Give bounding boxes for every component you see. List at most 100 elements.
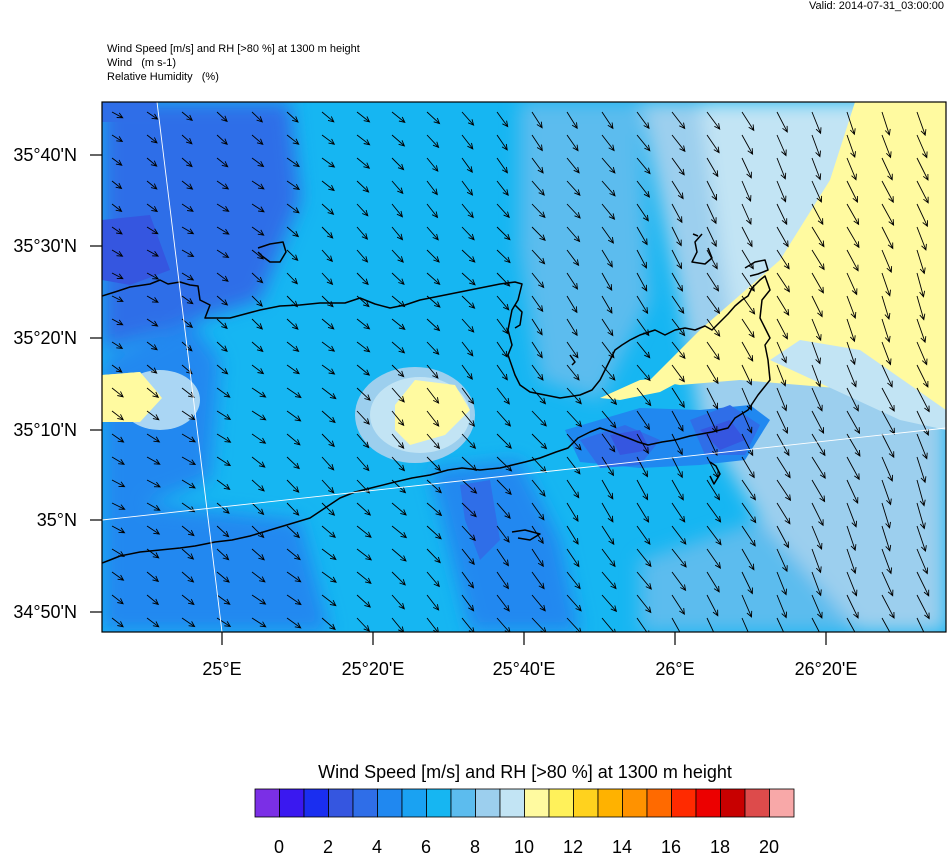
wind-arrow [671,594,685,615]
wind-arrow [566,502,579,522]
wind-arrow [111,433,125,443]
wind-arrow [251,617,267,628]
wind-arrow [496,387,510,405]
wind-arrow [741,134,754,156]
lat-label: 35°30'N [13,236,77,256]
wind-arrow [846,594,859,619]
wind-arrow [286,318,299,330]
wind-arrow [146,180,158,190]
wind-arrow [181,249,195,258]
wind-arrow [916,318,927,344]
wind-arrow [216,111,228,123]
wind-arrow [776,617,785,632]
wind-arrow [636,525,651,545]
wind-arrow [531,226,546,242]
wind-arrow [741,341,754,362]
wind-arrow [251,295,263,307]
wind-arrow [216,272,229,282]
wind-arrow [426,617,439,632]
wind-arrow [531,433,548,450]
wind-arrow [391,203,404,218]
wind-arrow [496,318,509,335]
wind-arrow [776,525,789,549]
wind-arrow [181,571,195,583]
wind-arrow [356,364,371,376]
lon-label: 25°E [202,659,241,679]
wind-arrow [846,548,857,575]
wind-arrow [356,318,371,330]
wind-arrow [146,157,158,167]
wind-arrow [146,410,160,421]
wind-arrow [776,364,787,387]
wind-arrow [461,180,474,196]
wind-arrow [776,548,788,573]
wind-arrow [671,318,686,337]
wind-arrow [286,203,300,214]
wind-arrow [426,318,441,332]
wind-arrow [426,203,439,219]
wind-arrow [601,502,614,523]
wind-arrow [741,111,755,132]
wind-arrow [216,295,229,306]
wind-arrow [426,525,442,540]
colorbar-label: 0 [274,837,284,854]
wind-arrow [846,387,859,412]
wind-arrow [111,272,124,280]
wind-arrow [426,111,441,125]
wind-arrow [566,456,581,475]
wind-arrow [566,134,579,152]
wind-arrow [111,502,126,510]
wind-arrow [426,157,439,172]
wind-arrow [916,502,926,530]
colorbar-label: 14 [612,837,632,854]
wind-arrow [671,525,687,545]
wind-arrow [181,272,195,281]
wind-arrow [741,617,749,632]
wind-arrow [601,180,616,197]
wind-arrow [741,180,752,203]
wind-arrow [216,318,228,330]
wind-arrow [426,226,439,241]
wind-arrow [146,433,161,443]
colorbar-swatch [622,788,648,818]
wind-arrow [356,272,369,286]
wind-arrow [811,203,824,226]
wind-arrow [251,525,265,539]
wind-arrow [636,571,652,590]
wind-arrow [321,387,337,400]
wind-arrow [496,180,509,197]
wind-arrow [776,203,788,226]
wind-arrow [741,594,753,618]
wind-arrow [636,479,649,501]
wind-arrow [496,479,512,496]
wind-arrow [496,134,508,151]
wind-arrow [741,456,755,479]
wind-arrow [216,341,228,352]
wind-arrow [601,157,616,174]
wind-arrow [496,226,511,241]
wind-arrow [601,364,616,381]
wind-arrow [566,157,580,174]
wind-arrow [881,479,892,506]
wind-arrow [811,364,822,388]
wind-arrow [391,180,404,195]
plot-title-line-3: Relative Humidity (%) [107,71,219,83]
wind-arrow [566,272,579,290]
wind-arrow [321,594,337,607]
wind-arrow [811,318,822,342]
wind-arrow [881,111,891,136]
wind-arrow [251,594,267,605]
graticule [102,102,946,632]
wind-arrow [286,272,299,285]
wind-arrow [881,180,894,204]
wind-arrow [111,594,124,605]
wind-arrow [671,249,682,270]
wind-arrow [776,387,788,412]
wind-arrow [461,203,474,219]
wind-arrow [391,548,407,562]
wind-arrow [811,180,823,203]
wind-arrow [566,364,580,381]
wind-arrow [251,410,267,421]
wind-arrow [706,226,717,248]
wind-arrow [146,226,159,235]
